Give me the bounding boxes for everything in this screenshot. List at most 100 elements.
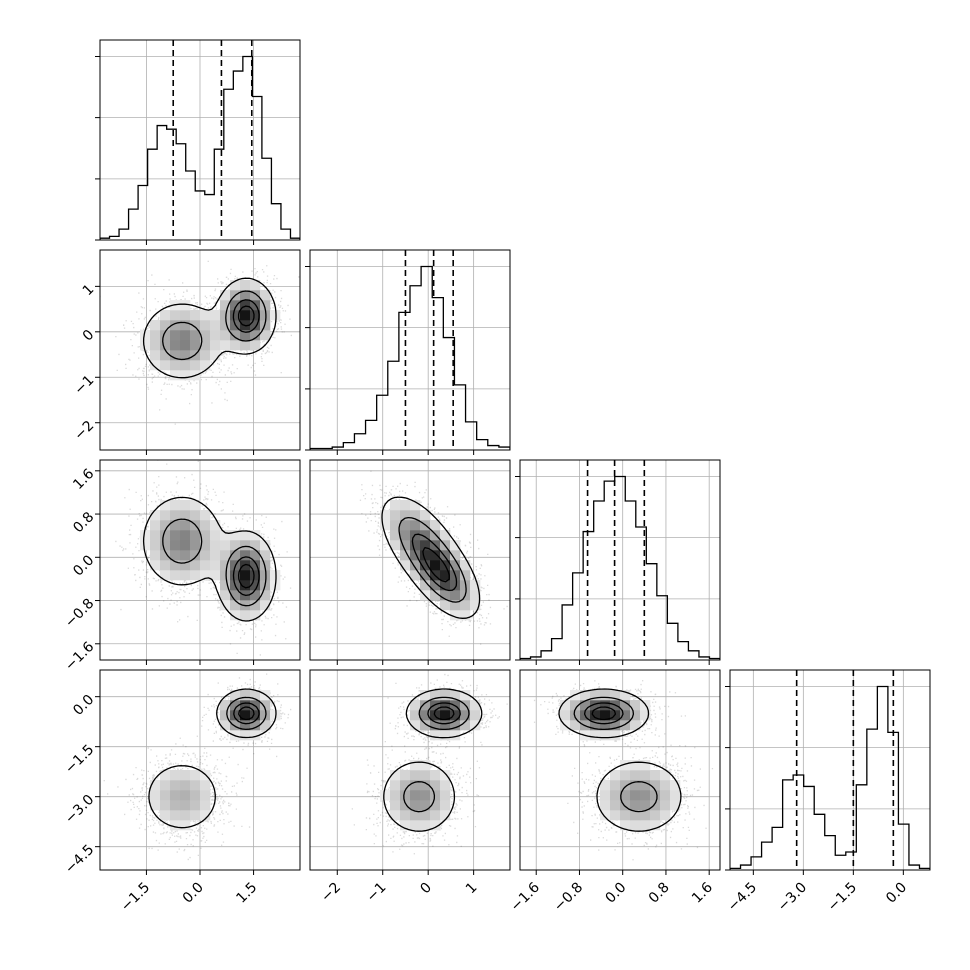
density-cell — [220, 560, 231, 571]
density-cell — [170, 330, 181, 341]
contour-line-2 — [162, 290, 267, 361]
density-cell — [410, 560, 421, 571]
density-cell — [600, 700, 611, 711]
density-cell — [600, 710, 611, 721]
density-cell — [620, 710, 631, 721]
density-cell — [610, 790, 621, 801]
density-cell — [190, 560, 201, 571]
density-cell — [200, 330, 211, 341]
density-cell — [250, 550, 261, 561]
density-cell — [200, 560, 211, 571]
density-cell — [250, 730, 261, 741]
density-cell — [430, 580, 441, 591]
y-tick-label: −2 — [71, 418, 97, 444]
density-cell — [170, 810, 181, 821]
density-cell — [190, 550, 201, 561]
density-cell — [200, 320, 211, 331]
density-cell — [220, 300, 231, 311]
density-cell — [590, 720, 601, 731]
density-cell — [250, 710, 261, 721]
density-cell — [620, 790, 631, 801]
density-cell — [160, 530, 171, 541]
density-cell — [470, 580, 481, 591]
histogram-step — [310, 265, 510, 450]
density-cell — [430, 810, 441, 821]
density-cell — [140, 340, 151, 351]
density-cell — [240, 530, 251, 541]
density-cell — [200, 790, 211, 801]
density-cell — [430, 820, 441, 831]
contour-line-1 — [148, 688, 277, 829]
density-cell — [210, 550, 221, 561]
density-cell — [430, 790, 441, 801]
density-cell — [630, 800, 641, 811]
density-cell — [200, 550, 211, 561]
density-cell — [650, 800, 661, 811]
density-cell — [170, 350, 181, 361]
density-cell — [150, 800, 161, 811]
density-cell — [430, 590, 441, 601]
density-cell — [170, 340, 181, 351]
density-cell — [660, 810, 671, 821]
density-cell — [440, 720, 451, 731]
density-cell — [190, 340, 201, 351]
density-cell — [200, 520, 211, 531]
y-tick-label: 0 — [80, 327, 98, 345]
density-cell — [150, 320, 161, 331]
x-tick-label: 0 — [417, 880, 435, 898]
density-cell — [150, 360, 161, 371]
x-tick-label: −4.5 — [725, 880, 760, 915]
density-cell — [160, 340, 171, 351]
density-cell — [170, 500, 181, 511]
density-cell — [200, 530, 211, 541]
density-cell — [230, 700, 241, 711]
density-cell — [170, 570, 181, 581]
density-cell — [660, 780, 671, 791]
density-cell — [440, 800, 451, 811]
histogram-panel-2-2 — [515, 459, 721, 661]
density-cell — [220, 570, 231, 581]
density-cell — [240, 720, 251, 731]
density-cell — [260, 290, 271, 301]
y-tick-label: 0.8 — [70, 509, 97, 536]
density-cell — [180, 360, 191, 371]
density-cell — [660, 800, 671, 811]
density-cell — [410, 550, 421, 561]
density-cell — [450, 600, 461, 611]
density-cell — [410, 790, 421, 801]
contour-line-3 — [233, 702, 260, 725]
density-cell — [610, 800, 621, 811]
histogram-step — [520, 475, 720, 660]
x-tick-label: 0.8 — [646, 880, 673, 907]
x-tick-label: −1.5 — [825, 880, 860, 915]
density-cell — [240, 300, 251, 311]
density-cell — [420, 690, 431, 701]
density-cell — [170, 510, 181, 521]
y-tick-label: −4.5 — [62, 842, 97, 877]
density-cell — [150, 340, 161, 351]
contour-line-4 — [422, 547, 450, 583]
density-cell — [410, 800, 421, 811]
histogram-step — [730, 685, 930, 870]
density-cell — [610, 810, 621, 821]
density-cell — [460, 710, 471, 721]
density-cell — [200, 340, 211, 351]
contour-line-3 — [232, 299, 260, 333]
density-cell — [210, 540, 221, 551]
contour-line-1 — [142, 277, 277, 379]
density-cell — [230, 550, 241, 561]
density-cell — [440, 810, 451, 821]
density-cell — [420, 720, 431, 731]
density-cell — [650, 810, 661, 821]
density-cell — [560, 710, 571, 721]
x-tick-label: −1 — [364, 880, 390, 906]
density-cell — [640, 710, 651, 721]
y-tick-label: −1.6 — [62, 639, 97, 674]
density-cell — [430, 720, 441, 731]
density-cell — [180, 530, 191, 541]
density-cell — [390, 500, 401, 511]
density-cell — [240, 730, 251, 741]
density-cell — [400, 800, 411, 811]
density-cell — [430, 770, 441, 781]
